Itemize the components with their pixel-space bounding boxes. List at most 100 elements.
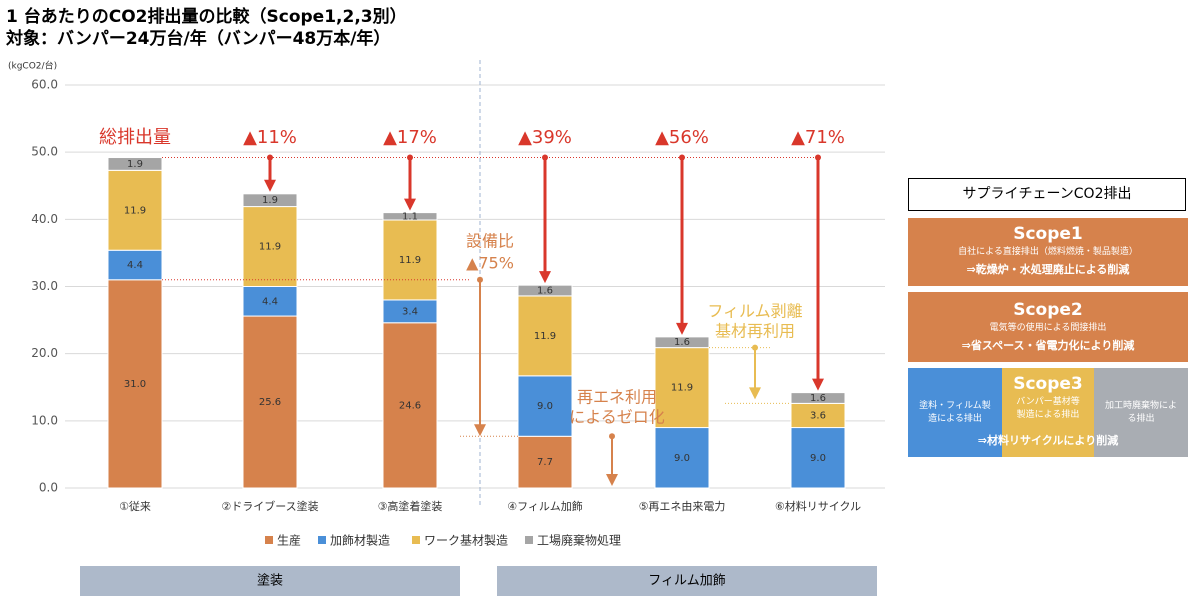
bar-segment (107, 157, 163, 171)
legend-swatch (265, 536, 273, 544)
legend-swatch (318, 536, 326, 544)
y-tick-label: 60.0 (31, 78, 58, 92)
value-label: 1.9 (127, 159, 143, 170)
annotation: 基材再利用 (715, 322, 795, 341)
bar-segment (382, 212, 438, 221)
scope3-middle-text: バンパー基材等製造による排出 (1016, 397, 1080, 420)
bar-segment (242, 315, 298, 489)
x-tick-label: ③高塗着塗装 (378, 499, 443, 513)
value-label: 1.9 (262, 195, 278, 206)
annotation: 設備比 (466, 232, 514, 251)
legend-label: 工場廃棄物処理 (537, 533, 621, 548)
panel-title: サプライチェーンCO2排出 (908, 178, 1186, 211)
bar-segment (382, 219, 438, 301)
legend-swatch (525, 536, 533, 544)
scope3-middle: Scope3 バンパー基材等製造による排出 (1002, 368, 1094, 457)
value-label: 3.4 (402, 306, 418, 317)
bar-segment (517, 375, 573, 437)
group-label: フィルム加飾 (648, 574, 725, 589)
y-axis-label: (kgCO2/台) (8, 60, 57, 72)
annotation: 再エネ利用 (577, 388, 657, 407)
value-label: 3.6 (810, 410, 826, 421)
arrow-head (676, 322, 688, 335)
annotation: ▲71% (791, 127, 845, 148)
bar-segment (654, 427, 710, 489)
value-label: 11.9 (534, 331, 556, 342)
scope2-box: Scope2 電気等の使用による間接排出 ⇒省スペース・省電力化により削減 (908, 292, 1188, 362)
scope2-desc: 電気等の使用による間接排出 (989, 323, 1107, 333)
arrow-head (812, 378, 824, 391)
chart-title: 1 台あたりのCO2排出量の比較（Scope1,2,3別） (6, 7, 407, 27)
annotation: 総排出量 (99, 127, 171, 148)
value-label: 1.6 (810, 393, 826, 404)
value-label: 4.4 (127, 260, 143, 271)
value-label: 11.9 (124, 205, 146, 216)
scope3-right: 加工時廃棄物による排出 (1094, 368, 1188, 457)
bar-segment (382, 322, 438, 489)
annotation: フィルム剥離 (707, 302, 802, 321)
scope1-box: Scope1 自社による直接排出（燃料燃焼・製品製造） ⇒乾燥炉・水処理廃止によ… (908, 218, 1188, 286)
annotation: ▲17% (383, 127, 437, 148)
annotation: ▲75% (466, 254, 514, 273)
value-label: 24.6 (399, 400, 421, 411)
scope3-left-text: 塗料・フィルム製造による排出 (919, 401, 991, 424)
legend-swatch (412, 536, 420, 544)
scope1-action: ⇒乾燥炉・水処理廃止による削減 (966, 263, 1130, 276)
y-tick-label: 0.0 (39, 481, 58, 495)
y-tick-label: 10.0 (31, 413, 58, 427)
group-band (80, 566, 460, 596)
annotation: ▲11% (243, 127, 297, 148)
x-tick-label: ②ドライブース塗装 (221, 499, 318, 513)
scope2-action: ⇒省スペース・省電力化により削減 (961, 339, 1135, 352)
value-label: 11.9 (671, 383, 693, 394)
x-tick-label: ④フィルム加飾 (507, 500, 582, 513)
x-tick-label: ⑤再エネ由来電力 (639, 499, 726, 513)
bar-segment (654, 336, 710, 349)
value-label: 11.9 (259, 242, 281, 253)
x-tick-label: ①従来 (119, 500, 151, 513)
value-label: 1.6 (537, 286, 553, 297)
bar-segment (107, 279, 163, 489)
y-tick-label: 20.0 (31, 346, 58, 360)
group-label: 塗装 (257, 573, 283, 589)
value-label: 1.1 (402, 211, 418, 222)
bar-segment (242, 286, 298, 317)
annotation: ▲56% (655, 127, 709, 148)
legend-label: 加飾材製造 (330, 534, 390, 548)
arrow-head (404, 198, 416, 211)
value-label: 9.0 (810, 453, 826, 464)
arrow-head (264, 179, 276, 192)
annotation: ▲39% (518, 127, 572, 148)
scope2-name: Scope2 (1013, 300, 1083, 320)
value-label: 11.9 (399, 255, 421, 266)
value-label: 1.6 (674, 337, 690, 348)
annotation: によるゼロ化 (569, 408, 665, 427)
group-band (497, 566, 877, 596)
bar-segment (790, 392, 846, 404)
scope3-right-text: 加工時廃棄物による排出 (1104, 401, 1177, 424)
arrow-head (749, 387, 761, 400)
bar-segment (242, 193, 298, 208)
arrow-head (606, 474, 618, 486)
value-label: 31.0 (124, 379, 146, 390)
scope3-left: 塗料・フィルム製造による排出 (908, 368, 1002, 457)
x-tick-label: ⑥材料リサイクル (775, 499, 861, 513)
chart: (kgCO2/台) 0.0 10.0 20.0 30.0 40.0 50.0 60.0 ①従来… (8, 60, 885, 596)
scope3-name: Scope3 (1013, 374, 1083, 394)
scope1-desc: 自社による直接排出（燃料燃焼・製品製造） (958, 247, 1138, 257)
value-label: 9.0 (537, 401, 553, 412)
bar-segment (107, 249, 163, 281)
value-label: 25.6 (259, 397, 281, 408)
bar-segment (517, 435, 573, 489)
bar-segment (790, 427, 846, 489)
bar-segment (517, 284, 573, 297)
arrow-head (474, 424, 486, 437)
scope3-action: ⇒材料リサイクルにより削減 (977, 434, 1119, 447)
value-label: 7.7 (537, 457, 553, 468)
chart-subtitle: 対象：バンパー24万台/年（バンパー48万本/年） (6, 29, 391, 49)
value-label: 9.0 (674, 453, 690, 464)
y-tick-label: 30.0 (31, 279, 58, 293)
legend-label: ワーク基材製造 (424, 534, 508, 548)
y-tick-label: 40.0 (31, 212, 58, 226)
